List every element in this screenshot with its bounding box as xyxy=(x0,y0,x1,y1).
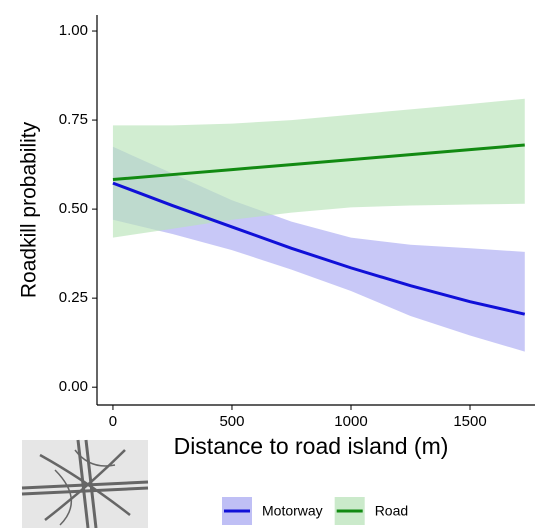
series-line xyxy=(112,143,525,182)
legend-label: Motorway xyxy=(262,503,323,519)
x-tick-label: 0 xyxy=(109,413,117,430)
series-line xyxy=(112,181,526,316)
y-tick-label: 0.75 xyxy=(59,111,88,128)
y-tick-label: 0.50 xyxy=(59,200,88,217)
x-tick-label: 1500 xyxy=(453,413,486,430)
y-tick-label: 0.00 xyxy=(59,378,88,395)
x-tick-label: 1000 xyxy=(334,413,367,430)
y-tick-label: 0.25 xyxy=(59,289,88,306)
confidence-band xyxy=(112,98,525,238)
legend-label: Road xyxy=(375,503,408,519)
x-axis-title: Distance to road island (m) xyxy=(174,433,449,459)
interchange-thumbnail xyxy=(21,439,149,528)
y-axis-title: Roadkill probability xyxy=(18,121,41,298)
thumbnail-ramp xyxy=(39,449,131,521)
x-tick-label: 500 xyxy=(219,413,244,430)
thumbnail-ramp xyxy=(54,449,116,526)
y-tick-label: 1.00 xyxy=(59,22,88,39)
